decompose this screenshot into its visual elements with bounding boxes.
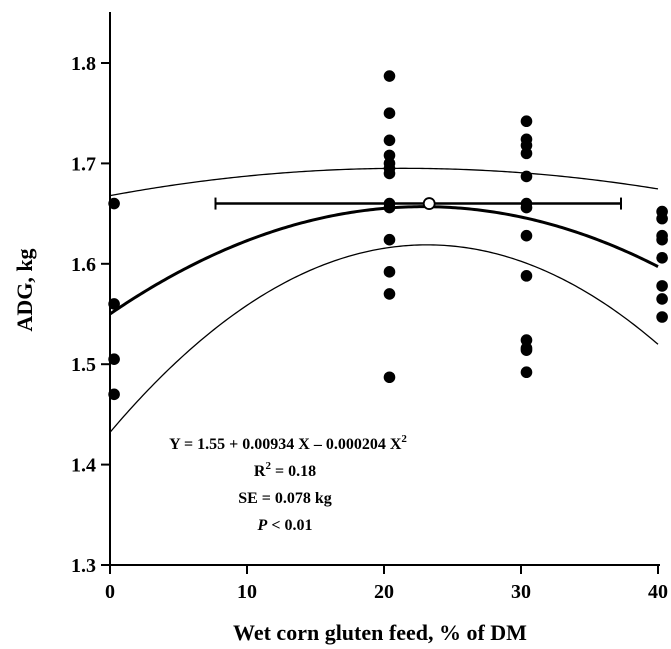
data-point [656, 293, 668, 305]
data-point [383, 233, 396, 246]
data-point [656, 212, 668, 225]
data-point [383, 371, 396, 384]
data-point [520, 229, 533, 242]
equation-annotation: Y = 1.55 + 0.00934 X – 0.000204 X2 R2 = … [169, 433, 407, 534]
data-point [383, 266, 396, 278]
tick-labels: 1.3 1.4 1.5 1.6 1.7 1.8 0 10 20 30 40 [71, 53, 668, 603]
optimum-point [422, 197, 436, 210]
x-tick-label: 20 [374, 581, 394, 603]
y-tick-label: 1.3 [71, 555, 96, 577]
data-point [520, 366, 533, 379]
y-tick-label: 1.4 [71, 455, 96, 477]
data-point [520, 139, 533, 152]
se-line: SE = 0.078 kg [238, 490, 332, 507]
y-tick-label: 1.7 [71, 153, 96, 175]
data-point [108, 353, 120, 365]
axes [109, 12, 660, 566]
x-tick-label: 10 [237, 581, 257, 603]
ticks [101, 62, 659, 574]
data-point [520, 170, 533, 183]
points [108, 70, 668, 401]
data-point [383, 134, 396, 147]
data-point [383, 149, 396, 162]
data-point [383, 288, 396, 300]
p-line: P < 0.01 [257, 517, 313, 534]
x-tick-label: 0 [105, 581, 115, 603]
data-point [520, 115, 533, 128]
y-tick-label: 1.8 [71, 53, 96, 75]
x-axis-title: Wet corn gluten feed, % of DM [233, 620, 527, 645]
y-axis-title: ADG, kg [12, 248, 37, 331]
r2-line: R2 = 0.18 [254, 460, 316, 480]
data-point [520, 334, 533, 346]
data-point [108, 388, 120, 401]
y-tick-label: 1.6 [71, 254, 96, 276]
data-point [520, 147, 533, 160]
data-point [383, 70, 396, 82]
optimum [214, 197, 623, 210]
y-tick-label: 1.5 [71, 354, 96, 376]
fitted-curve [109, 205, 659, 316]
data-point [656, 280, 668, 292]
x-tick-label: 40 [648, 581, 668, 603]
data-point [383, 107, 396, 119]
data-point [520, 270, 533, 282]
data-point [108, 298, 120, 310]
data-point [383, 167, 396, 180]
data-point [108, 197, 120, 210]
x-tick-label: 30 [511, 581, 531, 603]
equation-line: Y = 1.55 + 0.00934 X – 0.000204 X2 [169, 433, 407, 453]
data-point [656, 311, 668, 323]
data-point [656, 233, 668, 246]
lower-confidence-curve [109, 244, 659, 433]
data-point [520, 344, 533, 356]
data-point [656, 251, 668, 264]
